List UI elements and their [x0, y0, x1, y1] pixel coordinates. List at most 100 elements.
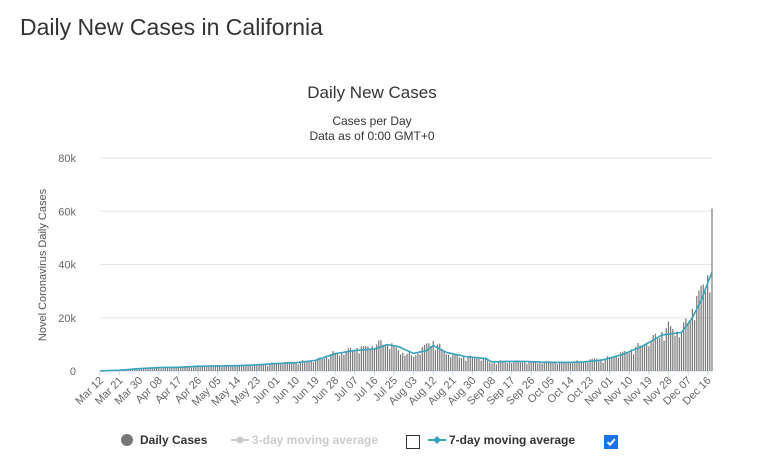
daily-cases-bar [371, 346, 373, 371]
daily-cases-bar [683, 322, 685, 371]
daily-cases-bar [493, 362, 495, 371]
daily-cases-bar [212, 365, 214, 371]
daily-cases-bar [489, 362, 491, 371]
daily-cases-bar [269, 363, 271, 371]
daily-cases-bar [312, 362, 315, 371]
daily-cases-bar [184, 367, 186, 371]
daily-cases-bar [580, 362, 582, 371]
daily-cases-bar [633, 354, 635, 371]
daily-cases-bar [319, 357, 321, 371]
daily-cases-bar [463, 356, 465, 371]
legend-item-daily-cases[interactable]: Daily Cases [120, 432, 207, 448]
daily-cases-bar [598, 360, 600, 371]
daily-cases-bar [352, 351, 354, 371]
daily-cases-bar [643, 344, 646, 371]
legend-3-day-label: 3-day moving average [252, 433, 379, 447]
daily-cases-bar [432, 341, 434, 371]
chart-title: Daily New Cases [307, 83, 436, 102]
daily-cases-bar [247, 365, 249, 371]
daily-cases-bar [495, 364, 497, 371]
seven-day-average-line[interactable] [99, 272, 713, 372]
daily-cases-bar [347, 348, 349, 371]
daily-cases-bar [221, 366, 223, 371]
daily-cases-bar [288, 361, 291, 371]
daily-cases-bar [511, 363, 513, 371]
daily-cases-bar [138, 368, 140, 371]
daily-cases-bar [480, 360, 482, 371]
daily-cases-bar [358, 353, 360, 371]
daily-cases-bar [526, 363, 528, 371]
daily-cases-bar [587, 362, 589, 371]
daily-cases-bar [606, 356, 609, 371]
daily-cases-bar [389, 349, 391, 371]
daily-cases-bar [149, 367, 151, 371]
daily-cases-bar [443, 352, 445, 371]
daily-cases-bar [293, 363, 295, 371]
daily-cases-bar [291, 363, 293, 371]
daily-cases-bar [436, 344, 439, 371]
daily-cases-bar [561, 361, 563, 371]
daily-cases-bar [373, 349, 376, 371]
daily-cases-bar [543, 362, 545, 371]
daily-cases-bar [186, 367, 188, 371]
daily-cases-bar [545, 361, 548, 371]
daily-cases-bar [286, 361, 288, 371]
daily-cases-bar [175, 368, 177, 371]
daily-cases-bar [530, 361, 532, 371]
daily-cases-bar [404, 355, 406, 371]
daily-cases-bar [646, 343, 648, 371]
daily-cases-bar [171, 368, 173, 371]
daily-cases-bar [393, 345, 395, 371]
daily-cases-bar [382, 344, 384, 371]
daily-cases-bar [506, 362, 508, 371]
daily-cases-bar [169, 367, 171, 371]
daily-cases-bar [622, 351, 624, 371]
daily-cases-bar [232, 366, 234, 371]
y-tick-label: 40k [58, 260, 76, 272]
daily-cases-bar [136, 368, 138, 371]
legend-item-3-day-average[interactable]: 3-day moving average [231, 432, 378, 448]
legend-item-7-day-average[interactable]: 7-day moving average [428, 432, 575, 448]
daily-cases-bar [256, 364, 258, 371]
daily-cases-bar [659, 337, 661, 371]
daily-cases-bar [227, 365, 230, 371]
daily-cases-bar [521, 362, 524, 371]
daily-cases-bar [230, 365, 232, 371]
daily-cases-bar [685, 318, 687, 371]
daily-cases-bar [277, 363, 280, 371]
daily-cases-bar [328, 359, 330, 371]
7-day-average-checkbox[interactable] [604, 435, 618, 449]
3-day-average-checkbox[interactable] [406, 435, 420, 449]
daily-cases-bar [537, 363, 539, 371]
daily-cases-bar [297, 364, 299, 371]
daily-cases-bar [134, 368, 136, 371]
daily-cases-bar [156, 368, 158, 371]
daily-cases-bar [558, 361, 561, 371]
daily-cases-bar [341, 352, 343, 371]
daily-cases-bar [667, 321, 670, 371]
daily-cases-bar [532, 361, 535, 371]
daily-cases-bar [415, 355, 417, 371]
daily-cases-bar [441, 349, 443, 371]
daily-cases-bar [173, 367, 175, 371]
daily-cases-bar [262, 365, 264, 371]
daily-cases-bar [386, 343, 389, 371]
daily-cases-bar [454, 353, 456, 371]
daily-cases-bar [550, 362, 552, 371]
daily-cases-bars[interactable] [99, 208, 713, 371]
daily-cases-bar [585, 361, 587, 371]
daily-cases-bar [565, 361, 567, 371]
daily-cases-bar [471, 357, 474, 371]
daily-cases-bar [360, 346, 362, 371]
daily-cases-bar [129, 369, 132, 371]
legend-7-day-label: 7-day moving average [449, 433, 576, 447]
daily-cases-bar [541, 363, 543, 371]
daily-cases-bar [478, 358, 480, 371]
page-title: Daily New Cases in California [20, 14, 323, 40]
daily-cases-bar [439, 343, 441, 371]
daily-cases-bar [310, 361, 312, 371]
y-tick-label: 20k [58, 313, 76, 325]
daily-cases-bar [519, 362, 521, 371]
daily-cases-bar [652, 334, 654, 371]
daily-cases-bar [330, 354, 332, 371]
